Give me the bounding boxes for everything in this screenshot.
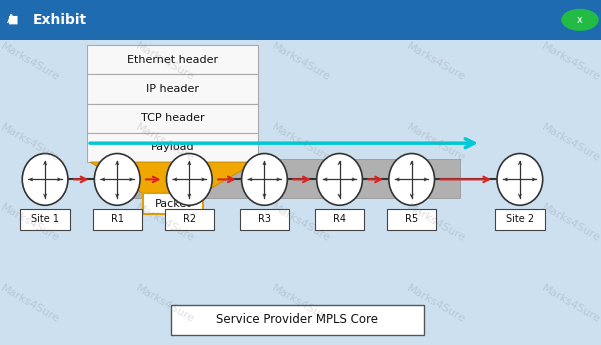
Text: Marks4Sure: Marks4Sure (540, 41, 601, 83)
FancyBboxPatch shape (315, 209, 364, 230)
Text: IP header: IP header (146, 84, 200, 94)
FancyBboxPatch shape (87, 104, 258, 133)
Ellipse shape (389, 154, 435, 205)
FancyBboxPatch shape (165, 209, 214, 230)
Text: Site 2: Site 2 (506, 215, 534, 224)
Ellipse shape (94, 154, 140, 205)
Text: Marks4Sure: Marks4Sure (134, 122, 197, 164)
Polygon shape (90, 162, 255, 193)
FancyBboxPatch shape (87, 74, 258, 104)
Ellipse shape (22, 154, 68, 205)
Ellipse shape (166, 154, 212, 205)
Text: Λ: Λ (7, 13, 15, 26)
Ellipse shape (242, 154, 287, 205)
Text: Marks4Sure: Marks4Sure (0, 41, 61, 83)
Text: Marks4Sure: Marks4Sure (404, 283, 467, 324)
FancyBboxPatch shape (143, 193, 203, 214)
Text: Payload: Payload (151, 142, 195, 152)
Text: Marks4Sure: Marks4Sure (540, 202, 601, 244)
FancyBboxPatch shape (20, 209, 70, 230)
Text: Marks4Sure: Marks4Sure (134, 202, 197, 244)
Text: Exhibit: Exhibit (33, 13, 87, 27)
Ellipse shape (317, 154, 362, 205)
FancyBboxPatch shape (240, 209, 289, 230)
Text: Site 1: Site 1 (31, 215, 59, 224)
Circle shape (562, 9, 598, 30)
FancyBboxPatch shape (0, 0, 601, 40)
Text: Marks4Sure: Marks4Sure (269, 283, 332, 324)
FancyBboxPatch shape (87, 45, 258, 74)
Text: R4: R4 (333, 215, 346, 224)
Text: Marks4Sure: Marks4Sure (134, 283, 197, 324)
FancyBboxPatch shape (387, 209, 436, 230)
FancyBboxPatch shape (105, 159, 460, 198)
Text: Marks4Sure: Marks4Sure (0, 202, 61, 244)
Text: R1: R1 (111, 215, 124, 224)
FancyBboxPatch shape (495, 209, 545, 230)
FancyBboxPatch shape (87, 133, 258, 162)
FancyBboxPatch shape (93, 209, 142, 230)
Text: Marks4Sure: Marks4Sure (134, 41, 197, 83)
Text: Marks4Sure: Marks4Sure (404, 122, 467, 164)
Text: Marks4Sure: Marks4Sure (269, 202, 332, 244)
Text: Service Provider MPLS Core: Service Provider MPLS Core (216, 314, 379, 326)
Text: x: x (577, 15, 583, 25)
Text: Packet: Packet (154, 199, 191, 208)
Text: R3: R3 (258, 215, 271, 224)
Text: Marks4Sure: Marks4Sure (404, 41, 467, 83)
Text: Marks4Sure: Marks4Sure (0, 283, 61, 324)
Text: Marks4Sure: Marks4Sure (540, 122, 601, 164)
Ellipse shape (497, 154, 543, 205)
Text: Marks4Sure: Marks4Sure (269, 122, 332, 164)
Text: Marks4Sure: Marks4Sure (0, 122, 61, 164)
Text: Marks4Sure: Marks4Sure (540, 283, 601, 324)
Text: R5: R5 (405, 215, 418, 224)
Text: TCP header: TCP header (141, 113, 204, 123)
FancyBboxPatch shape (171, 305, 424, 335)
Text: ■: ■ (8, 15, 19, 25)
Text: R2: R2 (183, 215, 196, 224)
Text: Marks4Sure: Marks4Sure (269, 41, 332, 83)
Text: Marks4Sure: Marks4Sure (404, 202, 467, 244)
Text: Ethernet header: Ethernet header (127, 55, 218, 65)
